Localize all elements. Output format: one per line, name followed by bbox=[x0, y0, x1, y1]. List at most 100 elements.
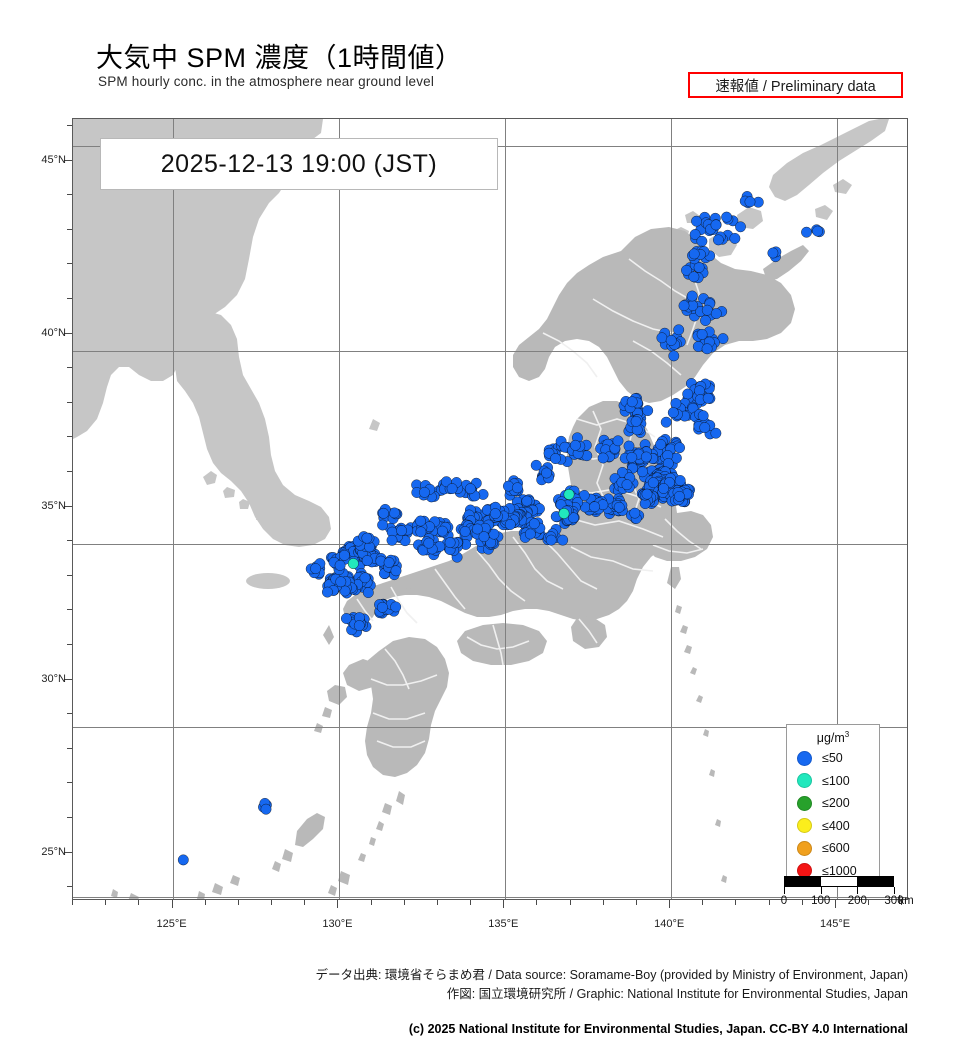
x-axis-tick bbox=[503, 900, 505, 908]
station-dot bbox=[597, 452, 609, 464]
station-dot bbox=[377, 519, 388, 531]
station-dot bbox=[415, 515, 426, 527]
x-axis-tick bbox=[901, 900, 903, 905]
legend-title: μg/m3 bbox=[787, 728, 879, 745]
station-dot bbox=[335, 576, 347, 588]
station-dot bbox=[569, 439, 581, 451]
x-axis-tick bbox=[271, 900, 273, 905]
station-dot bbox=[667, 407, 679, 418]
y-axis-tick bbox=[67, 124, 72, 126]
station-dot bbox=[702, 392, 714, 404]
footer-graphic-line: 作図: 国立環境研究所 / Graphic: National Institut… bbox=[446, 987, 908, 1001]
x-axis-tick bbox=[470, 900, 472, 905]
scale-bar-tick-label: 100 bbox=[811, 895, 831, 907]
scale-bar-tick bbox=[820, 887, 822, 894]
station-dot bbox=[673, 324, 685, 336]
station-dot bbox=[530, 459, 542, 471]
x-axis-tick bbox=[536, 900, 538, 905]
station-dot bbox=[361, 555, 373, 566]
y-axis-label: 25°N bbox=[41, 845, 66, 858]
station-dot bbox=[682, 388, 694, 400]
scale-bar-tick bbox=[894, 887, 895, 894]
station-dot bbox=[688, 248, 700, 260]
station-dot bbox=[361, 532, 373, 544]
legend-unit-label: μg/m bbox=[816, 731, 845, 746]
station-dot bbox=[444, 537, 456, 548]
scale-bar-ticks bbox=[784, 887, 895, 894]
station-dot bbox=[521, 495, 533, 507]
station-dot bbox=[436, 525, 448, 537]
station-dot bbox=[464, 483, 476, 495]
scale-bar-segment bbox=[785, 877, 822, 886]
legend-item-label: ≤100 bbox=[822, 773, 850, 788]
scale-bar: 0 100 200 300 km bbox=[780, 876, 914, 909]
station-dot bbox=[647, 477, 659, 489]
preliminary-data-badge: 速報値 / Preliminary data bbox=[688, 72, 903, 98]
station-dot bbox=[626, 396, 638, 408]
station-dot bbox=[801, 226, 812, 238]
map-plot-area[interactable] bbox=[72, 118, 908, 900]
gridline-25n bbox=[73, 897, 907, 898]
station-dot bbox=[504, 519, 516, 530]
station-dot bbox=[656, 332, 668, 344]
land-foreign bbox=[73, 119, 889, 589]
station-dot bbox=[626, 451, 638, 463]
station-dot bbox=[612, 435, 624, 447]
station-dot bbox=[655, 438, 666, 450]
y-axis-tick bbox=[67, 747, 72, 749]
scale-bar-tick bbox=[784, 887, 785, 894]
x-axis-tick bbox=[72, 900, 73, 905]
x-axis-tick bbox=[735, 900, 737, 905]
legend-item-4: ≤400 bbox=[787, 815, 879, 838]
station-dot bbox=[415, 526, 427, 538]
x-axis-label: 145°E bbox=[819, 918, 851, 930]
station-dot bbox=[339, 585, 351, 597]
station-dot bbox=[691, 215, 702, 227]
map-canvas bbox=[73, 119, 889, 899]
x-axis-tick bbox=[304, 900, 306, 905]
station-dot bbox=[528, 518, 540, 530]
station-dot bbox=[489, 508, 501, 519]
y-axis-tick bbox=[64, 678, 72, 680]
station-dot bbox=[359, 572, 371, 584]
station-dot bbox=[700, 315, 711, 326]
station-dot bbox=[721, 211, 732, 223]
y-axis-tick bbox=[67, 816, 72, 818]
y-axis-tick bbox=[67, 609, 72, 611]
station-dot bbox=[641, 488, 653, 500]
y-axis-label: 40°N bbox=[41, 326, 66, 339]
station-dot bbox=[478, 531, 490, 543]
legend-swatch-icon bbox=[797, 750, 812, 766]
station-dot bbox=[735, 221, 746, 233]
station-dot bbox=[729, 233, 741, 244]
station-dot bbox=[383, 557, 395, 568]
x-axis-label: 125°E bbox=[156, 918, 187, 930]
gridline-30n bbox=[73, 727, 907, 728]
station-dot bbox=[550, 453, 561, 464]
station-dot bbox=[621, 479, 633, 491]
station-dot bbox=[558, 508, 570, 519]
station-dot bbox=[670, 397, 682, 409]
station-dot-layer bbox=[177, 191, 825, 866]
footer: データ出典: 環境省そらまめ君 / Data source: Soramame-… bbox=[0, 966, 980, 1004]
gridline-145e bbox=[837, 119, 838, 899]
station-dot bbox=[693, 261, 705, 273]
legend-swatch-icon bbox=[797, 795, 812, 811]
station-dot bbox=[660, 416, 672, 428]
scale-bar-tick-label: 0 bbox=[780, 895, 788, 907]
legend-item-1: ≤50 bbox=[787, 747, 879, 770]
gridline-40n bbox=[73, 351, 907, 352]
station-dot bbox=[589, 501, 600, 513]
station-dot bbox=[388, 507, 400, 519]
station-dot bbox=[623, 440, 635, 452]
x-axis-tick bbox=[237, 900, 239, 905]
scale-bar-tick bbox=[857, 887, 859, 894]
station-dot bbox=[390, 565, 402, 577]
station-dot bbox=[471, 523, 483, 535]
station-dot bbox=[338, 549, 350, 561]
legend-unit-exponent: 3 bbox=[844, 730, 850, 739]
station-dot bbox=[390, 601, 402, 613]
station-dot bbox=[665, 334, 677, 346]
x-axis-tick bbox=[602, 900, 604, 905]
